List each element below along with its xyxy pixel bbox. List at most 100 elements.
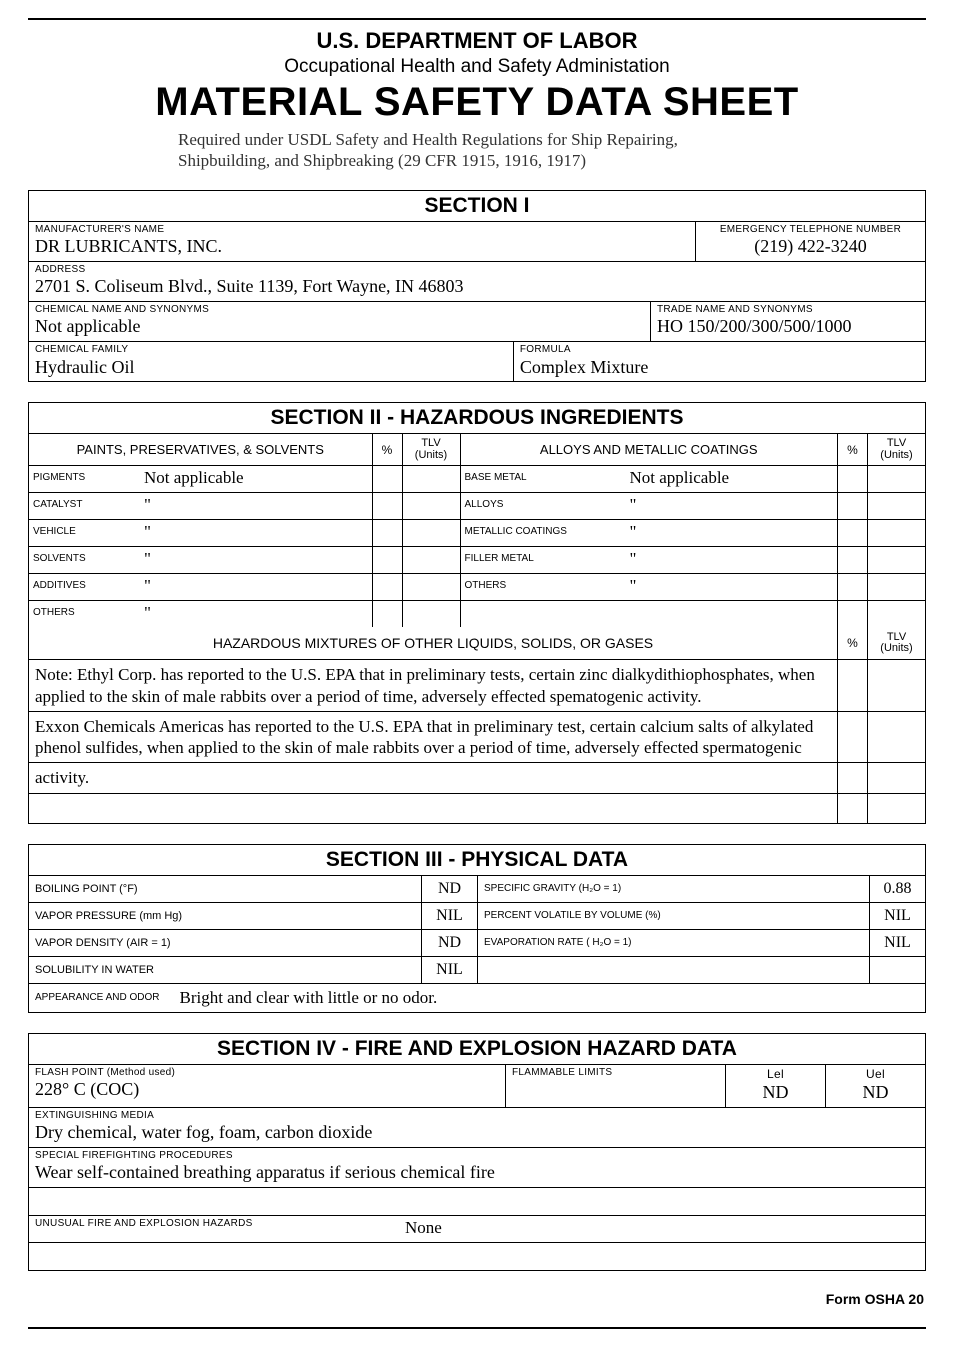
extinguishing-value: Dry chemical, water fog, foam, carbon di… xyxy=(35,1122,372,1142)
address-label: ADDRESS xyxy=(35,264,919,276)
appearance-value: Bright and clear with little or no odor. xyxy=(179,988,437,1008)
s3-appearance-row: APPEARANCE AND ODOR Bright and clear wit… xyxy=(29,983,925,1012)
s2-right-pct xyxy=(837,520,867,547)
section-3-title: SECTION III - PHYSICAL DATA xyxy=(29,845,925,876)
s3-right-label xyxy=(477,956,869,983)
s2-left-pct xyxy=(372,520,402,547)
s2-left-pct-header: % xyxy=(372,434,402,466)
s3-left-label: VAPOR DENSITY (AIR = 1) xyxy=(29,929,421,956)
page-frame: U.S. DEPARTMENT OF LABOR Occupational He… xyxy=(28,18,926,1329)
trade-name-label: TRADE NAME AND SYNONYMS xyxy=(657,304,919,316)
page: U.S. DEPARTMENT OF LABOR Occupational He… xyxy=(0,0,954,1359)
formula-label: FORMULA xyxy=(520,344,919,356)
s2-left-pct xyxy=(372,601,402,627)
s2-note-tlv xyxy=(867,763,925,793)
s2-left-tlv xyxy=(402,493,460,520)
special-firefighting-value: Wear self-contained breathing apparatus … xyxy=(35,1162,495,1182)
s2-mix-tlv-header: TLV (Units) xyxy=(867,627,925,660)
s2-note-row: Exxon Chemicals Americas has reported to… xyxy=(29,712,925,764)
s2-right-value: " xyxy=(590,574,838,601)
s2-right-label: METALLIC COATINGS xyxy=(460,520,590,547)
lel-label: Lel xyxy=(732,1067,819,1081)
s2-left-pct xyxy=(372,547,402,574)
s2-left-label: VEHICLE xyxy=(29,520,124,547)
s2-left-pct xyxy=(372,466,402,493)
s2-right-pct xyxy=(837,574,867,601)
s3-right-label: PERCENT VOLATILE BY VOLUME (%) xyxy=(477,902,869,929)
s3-right-value: 0.88 xyxy=(869,876,925,902)
emergency-phone-value: (219) 422-3240 xyxy=(754,236,866,256)
s3-right-label: SPECIFIC GRAVITY (H₂O = 1) xyxy=(477,876,869,902)
section-2-title: SECTION II - HAZARDOUS INGREDIENTS xyxy=(29,403,925,434)
required-line1: Required under USDL Safety and Health Re… xyxy=(178,129,818,150)
manufacturer-value: DR LUBRICANTS, INC. xyxy=(35,236,222,256)
chem-name-value: Not applicable xyxy=(35,316,140,336)
s3-left-label: BOILING POINT (°F) xyxy=(29,876,421,902)
flash-point-label: FLASH POINT (Method used) xyxy=(35,1067,499,1078)
s3-right-value: NIL xyxy=(869,902,925,929)
flammable-limits-label: FLAMMABLE LIMITS xyxy=(512,1067,719,1078)
section-2-ingredients-grid: PAINTS, PRESERVATIVES, & SOLVENTS % TLV … xyxy=(29,434,925,627)
s2-right-value: " xyxy=(590,520,838,547)
s2-right-label: OTHERS xyxy=(460,574,590,601)
uel-value: ND xyxy=(863,1082,889,1102)
s2-note-text: Note: Ethyl Corp. has reported to the U.… xyxy=(29,660,837,712)
section-1: SECTION I MANUFACTURER'S NAME DR LUBRICA… xyxy=(28,190,926,383)
s2-right-tlv xyxy=(867,547,925,574)
doc-header: U.S. DEPARTMENT OF LABOR Occupational He… xyxy=(28,28,926,125)
appearance-label: APPEARANCE AND ODOR xyxy=(35,992,159,1003)
s2-left-tlv xyxy=(402,520,460,547)
doc-title: MATERIAL SAFETY DATA SHEET xyxy=(28,80,926,125)
required-text: Required under USDL Safety and Health Re… xyxy=(178,129,818,172)
section-4-title: SECTION IV - FIRE AND EXPLOSION HAZARD D… xyxy=(29,1034,925,1065)
s3-right-label: EVAPORATION RATE ( H₂O = 1) xyxy=(477,929,869,956)
required-line2: Shipbuilding, and Shipbreaking (29 CFR 1… xyxy=(178,150,818,171)
s2-right-tlv xyxy=(867,493,925,520)
s2-note-pct xyxy=(837,794,867,823)
section-4: SECTION IV - FIRE AND EXPLOSION HAZARD D… xyxy=(28,1033,926,1271)
s2-left-value: " xyxy=(124,547,372,574)
s2-right-header: ALLOYS AND METALLIC COATINGS xyxy=(460,434,838,466)
s2-left-pct xyxy=(372,574,402,601)
s2-note-text: activity. xyxy=(29,763,837,793)
s2-note-tlv xyxy=(867,660,925,712)
s3-left-label: SOLUBILITY IN WATER xyxy=(29,956,421,983)
s2-right-tlv xyxy=(867,520,925,547)
s2-right-value: " xyxy=(590,493,838,520)
s2-left-label: SOLVENTS xyxy=(29,547,124,574)
osha-name: Occupational Health and Safety Administa… xyxy=(28,56,926,78)
s2-note-text: Exxon Chemicals Americas has reported to… xyxy=(29,712,837,764)
s2-right-pct xyxy=(837,547,867,574)
s2-left-tlv xyxy=(402,601,460,627)
section-1-title: SECTION I xyxy=(29,191,925,222)
manufacturer-label: MANUFACTURER'S NAME xyxy=(35,224,689,236)
s2-note-row: Note: Ethyl Corp. has reported to the U.… xyxy=(29,660,925,712)
s2-mixtures-title: HAZARDOUS MIXTURES OF OTHER LIQUIDS, SOL… xyxy=(29,627,837,660)
s2-left-tlv xyxy=(402,547,460,574)
s2-right-value: " xyxy=(590,547,838,574)
chem-family-label: CHEMICAL FAMILY xyxy=(35,344,507,356)
s3-right-value: NIL xyxy=(869,929,925,956)
s2-right-tlv xyxy=(867,466,925,493)
s3-left-value: NIL xyxy=(421,902,477,929)
s2-left-value: " xyxy=(124,601,372,627)
s2-right-pct xyxy=(837,466,867,493)
s2-notes: Note: Ethyl Corp. has reported to the U.… xyxy=(29,660,925,823)
s3-left-value: ND xyxy=(421,876,477,902)
s2-right-label: BASE METAL xyxy=(460,466,590,493)
s2-left-label: PIGMENTS xyxy=(29,466,124,493)
s2-left-value: " xyxy=(124,574,372,601)
s2-note-row: activity. xyxy=(29,763,925,793)
s2-right-tlv xyxy=(867,574,925,601)
s2-right-pct xyxy=(837,601,867,627)
address-value: 2701 S. Coliseum Blvd., Suite 1139, Fort… xyxy=(35,276,464,296)
s2-right-label xyxy=(460,601,590,627)
s2-left-tlv xyxy=(402,574,460,601)
special-firefighting-label: SPECIAL FIREFIGHTING PROCEDURES xyxy=(35,1150,919,1161)
s2-right-pct xyxy=(837,493,867,520)
s3-right-value xyxy=(869,956,925,983)
s2-right-tlv xyxy=(867,601,925,627)
s2-note-text xyxy=(29,794,837,823)
trade-name-value: HO 150/200/300/500/1000 xyxy=(657,316,852,336)
section-2: SECTION II - HAZARDOUS INGREDIENTS PAINT… xyxy=(28,402,926,824)
